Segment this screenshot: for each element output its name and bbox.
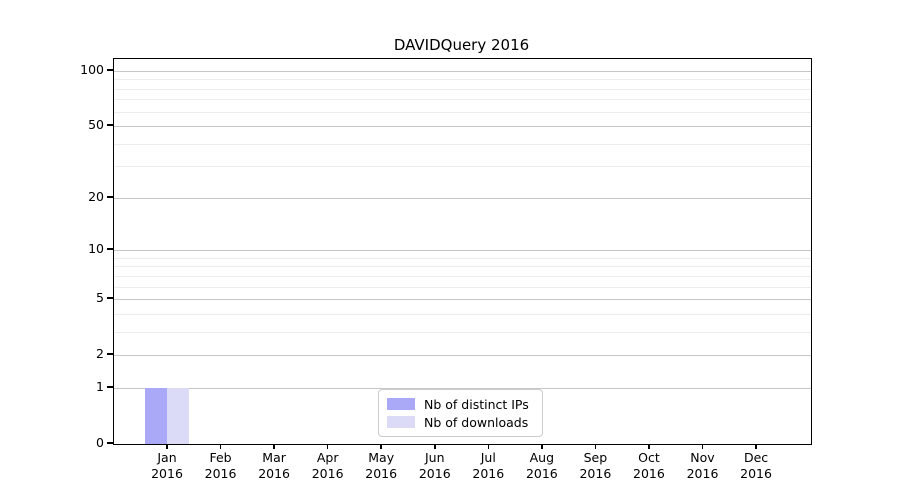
minor-gridline: [114, 88, 811, 90]
y-tick-label: 2: [96, 346, 104, 362]
major-gridline: [114, 299, 811, 301]
x-tick-mark: [219, 444, 222, 449]
y-tick-mark: [107, 297, 113, 299]
legend: Nb of distinct IPs Nb of downloads: [378, 389, 543, 437]
legend-item-distinct-ips: Nb of distinct IPs: [387, 397, 534, 412]
x-tick-mark: [755, 444, 757, 449]
y-tick-mark: [107, 69, 113, 71]
bar-jan-2016-s1: [167, 387, 189, 444]
bar-jan-2016-s0: [145, 387, 167, 444]
x-tick-mark: [701, 444, 704, 449]
legend-swatch-distinct-ips: [387, 398, 415, 410]
x-tick-mark: [648, 444, 650, 449]
y-tick-label: 20: [88, 188, 104, 204]
x-tick-label: Dec 2016: [740, 450, 772, 481]
x-tick-label: Apr 2016: [311, 450, 344, 481]
x-tick-label: May 2016: [365, 450, 398, 481]
legend-label-downloads: Nb of downloads: [424, 414, 529, 430]
minor-gridline: [114, 286, 811, 288]
minor-gridline: [114, 266, 811, 268]
y-tick-mark: [107, 442, 113, 444]
x-tick-mark: [166, 444, 168, 449]
y-tick-label: 10: [88, 241, 104, 257]
x-tick-mark: [273, 444, 275, 449]
minor-gridline: [114, 331, 811, 333]
x-tick-label: Nov 2016: [686, 450, 719, 481]
y-tick-mark: [107, 386, 113, 388]
major-gridline: [114, 250, 811, 252]
x-tick-label: Feb 2016: [204, 450, 237, 481]
y-tick-label: 5: [96, 290, 104, 306]
legend-label-distinct-ips: Nb of distinct IPs: [424, 396, 529, 412]
minor-gridline: [114, 257, 811, 259]
x-tick-mark: [541, 444, 543, 449]
y-tick-mark: [107, 196, 113, 198]
chart-title: DAVIDQuery 2016: [393, 36, 530, 54]
major-gridline: [114, 126, 811, 128]
major-gridline: [114, 355, 811, 357]
minor-gridline: [114, 99, 811, 101]
x-tick-mark: [487, 444, 490, 449]
minor-gridline: [114, 166, 811, 168]
x-tick-label: Jan 2016: [151, 450, 183, 481]
minor-gridline: [114, 143, 811, 145]
major-gridline: [114, 71, 811, 72]
major-gridline: [114, 387, 811, 389]
y-tick-label: 1: [96, 378, 104, 394]
y-tick-mark: [107, 248, 113, 250]
x-tick-label: Mar 2016: [258, 450, 290, 481]
y-tick-mark: [107, 353, 113, 355]
x-tick-label: Aug 2016: [525, 450, 558, 481]
minor-gridline: [114, 79, 811, 81]
x-tick-label: Sep 2016: [579, 450, 612, 481]
y-tick-mark: [107, 124, 113, 126]
y-tick-label: 50: [88, 117, 104, 133]
x-tick-mark: [434, 444, 436, 449]
x-tick-mark: [380, 444, 382, 449]
legend-swatch-downloads: [387, 416, 415, 428]
minor-gridline: [114, 275, 811, 277]
x-tick-mark: [326, 444, 329, 449]
minor-gridline: [114, 313, 811, 315]
x-tick-label: Jun 2016: [418, 450, 451, 481]
plot-area: [113, 58, 812, 445]
x-tick-label: Oct 2016: [633, 450, 665, 481]
x-tick-label: Jul 2016: [472, 450, 505, 481]
y-tick-label: 0: [96, 435, 104, 450]
x-tick-mark: [594, 444, 597, 449]
minor-gridline: [114, 111, 811, 113]
major-gridline: [114, 197, 811, 199]
legend-item-downloads: Nb of downloads: [387, 415, 534, 430]
y-tick-label: 100: [80, 62, 104, 77]
